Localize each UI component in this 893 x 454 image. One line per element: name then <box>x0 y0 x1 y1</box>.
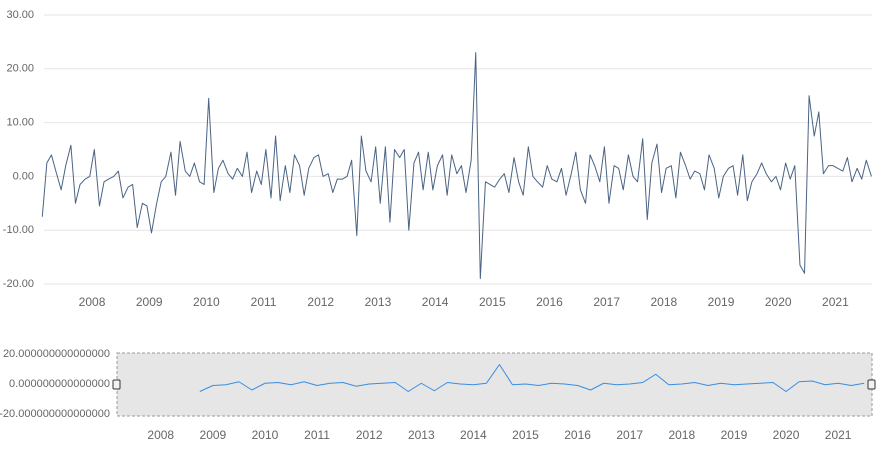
y-tick-label: 30.00 <box>6 9 34 21</box>
x-tick-label: 2014 <box>422 295 449 309</box>
x-tick-label: 2017 <box>593 295 620 309</box>
x-tick-label: 2016 <box>564 428 591 442</box>
x-tick-label: 2020 <box>773 428 800 442</box>
x-tick-label: 2019 <box>721 428 748 442</box>
x-tick-label: 2009 <box>200 428 227 442</box>
x-tick-label: 2010 <box>252 428 279 442</box>
x-tick-label: 2009 <box>136 295 163 309</box>
x-tick-label: 2008 <box>147 428 174 442</box>
navigator-window[interactable] <box>116 352 873 417</box>
x-tick-label: 2011 <box>251 295 277 309</box>
x-tick-label: 2018 <box>668 428 695 442</box>
y-tick-label: 10.00 <box>6 117 34 129</box>
plot-layer: -20.00 -10.00 0.00 10.00 20.00 30.00 2008 2009 2… <box>0 9 872 442</box>
x-tick-label: 2021 <box>822 295 849 309</box>
navigator-handle[interactable] <box>112 379 121 390</box>
x-tick-label: 2018 <box>651 295 678 309</box>
x-tick-label: 2012 <box>307 295 334 309</box>
x-tick-label: 2010 <box>193 295 220 309</box>
x-tick-label: 2013 <box>408 428 435 442</box>
y-tick-label: -20.00 <box>3 278 34 290</box>
x-tick-label: 2012 <box>356 428 383 442</box>
x-tick-label: 2020 <box>765 295 792 309</box>
data-line <box>199 364 865 392</box>
x-tick-label: 2019 <box>708 295 735 309</box>
y-tick-label: 0.000000000000000 <box>9 378 110 390</box>
x-tick-label: 2014 <box>460 428 487 442</box>
y-tick-label: 0.00 <box>13 170 34 182</box>
navigator-handle[interactable] <box>867 379 876 390</box>
y-tick-label: 20.000000000000000 <box>3 348 110 360</box>
x-tick-label: 2016 <box>536 295 563 309</box>
y-tick-label: 20.00 <box>6 63 34 75</box>
x-tick-label: 2017 <box>616 428 643 442</box>
x-tick-label: 2008 <box>79 295 106 309</box>
y-tick-label: -10.00 <box>3 224 34 236</box>
x-tick-label: 2013 <box>365 295 392 309</box>
data-line <box>41 52 872 280</box>
x-tick-label: 2015 <box>479 295 506 309</box>
x-tick-label: 2011 <box>304 428 330 442</box>
x-tick-label: 2015 <box>512 428 539 442</box>
x-tick-label: 2021 <box>825 428 852 442</box>
y-tick-label: -20.000000000000000 <box>0 408 110 420</box>
